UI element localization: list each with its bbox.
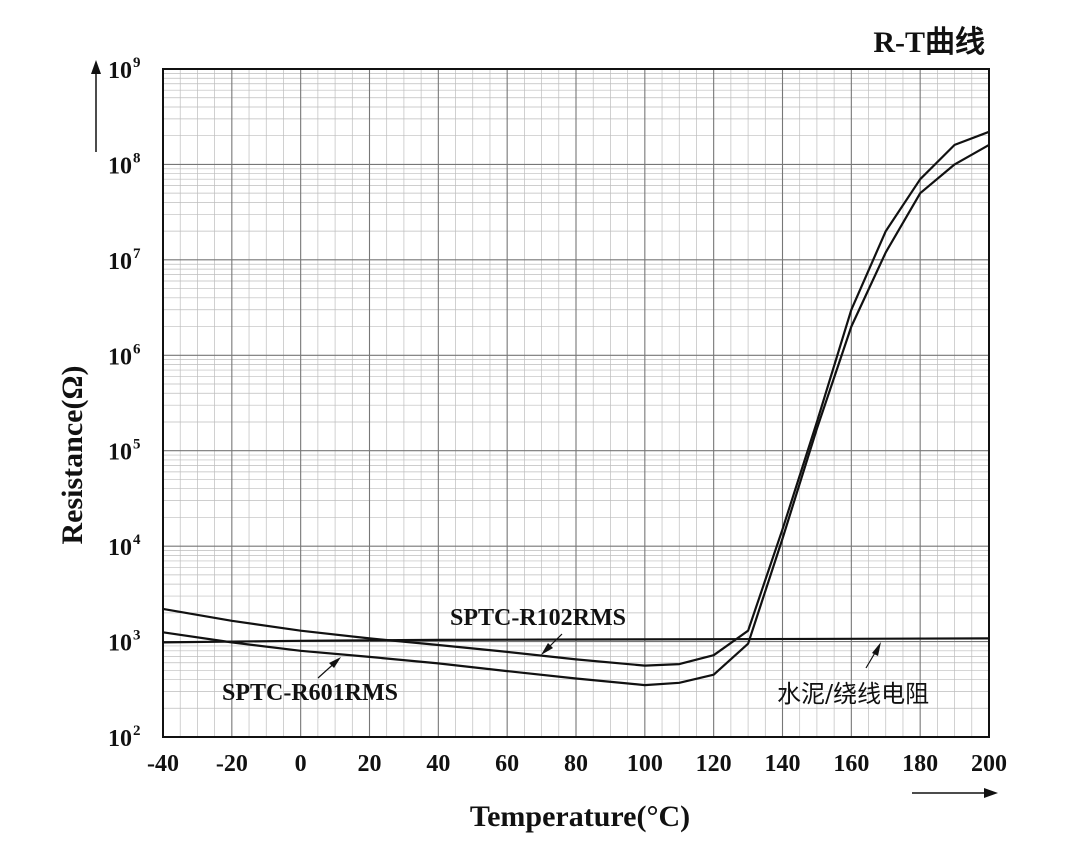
y-tick-label: 103 [108,628,141,657]
x-tick-labels: -40 -20 0 20 40 60 80 100 120 140 160 180 200 [147,751,1007,777]
annotation-cement-label: 水泥/绕线电阻 [777,680,929,708]
series-layer [162,130,990,687]
x-tick-label: -20 [216,751,248,777]
x-axis-title: Temperature(°C) [470,800,690,833]
y-tick-label: 106 [108,341,141,370]
x-tick-label: 20 [358,751,382,777]
series-line-1 [162,130,990,667]
y-tick-label: 105 [108,437,141,466]
x-tick-label: 100 [627,751,663,777]
chart-title: R-T曲线 [873,26,985,59]
annotation-r102-label: SPTC-R102RMS [450,605,626,631]
y-tick-label: 104 [108,532,141,561]
x-tick-label: 120 [696,751,732,777]
x-tick-label: -40 [147,751,179,777]
annotation-r102: SPTC-R102RMS [450,605,626,655]
x-tick-label: 140 [765,751,801,777]
x-tick-label: 60 [495,751,519,777]
y-tick-label: 102 [108,723,141,752]
y-axis-title: Resistance(Ω) [56,366,89,545]
x-tick-label: 200 [971,751,1007,777]
x-tick-label: 160 [833,751,869,777]
y-tick-label: 108 [108,150,141,179]
x-tick-label: 180 [902,751,938,777]
plot-frame [162,68,990,738]
series-line-2 [162,143,990,687]
annotation-r601: SPTC-R601RMS [222,657,398,706]
annotation-r601-label: SPTC-R601RMS [222,680,398,706]
grid-major [163,69,989,737]
x-tick-label: 40 [426,751,450,777]
y-tick-label: 107 [108,246,141,275]
series-line-3 [162,637,990,644]
x-tick-label: 80 [564,751,588,777]
y-tick-labels: 102 103 104 105 106 107 108 109 [108,55,141,752]
y-tick-label: 109 [108,55,141,84]
annotation-cement-resistor: 水泥/绕线电阻 [777,642,929,708]
x-tick-label: 0 [295,751,307,777]
x-axis-arrow [912,788,998,798]
y-axis-arrow [91,60,101,152]
